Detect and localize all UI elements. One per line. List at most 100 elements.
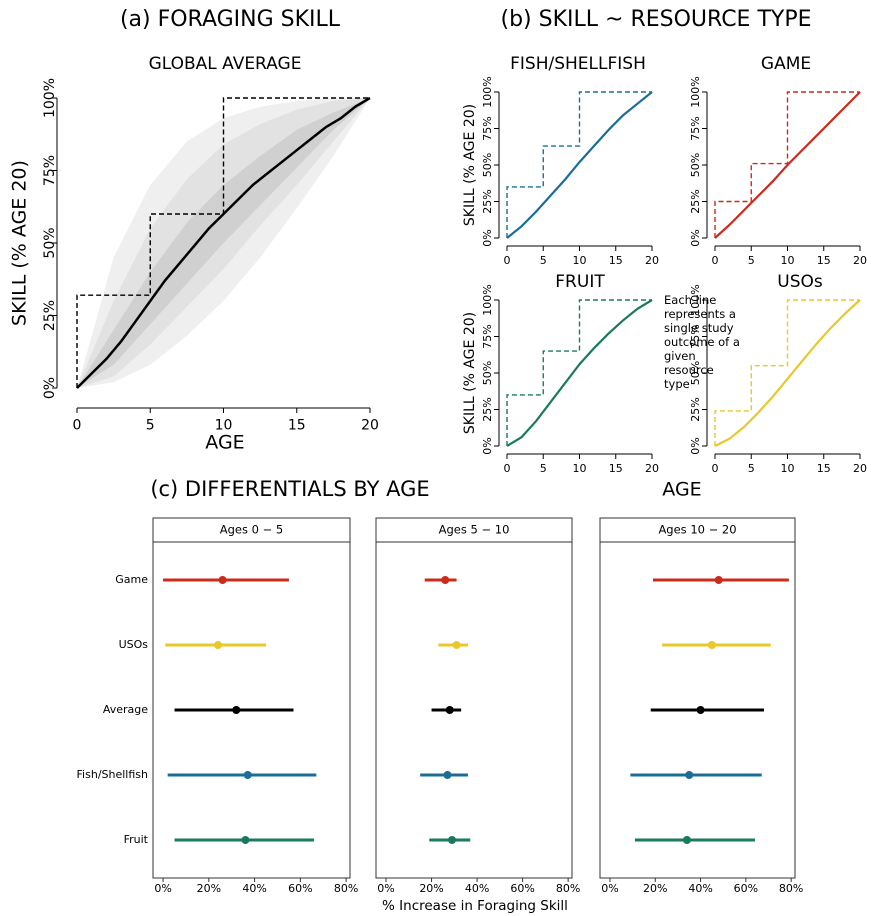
x-tick-label: 0% (154, 882, 171, 895)
x-tick-label: 15 (609, 462, 623, 475)
x-tick-label: 20% (419, 882, 443, 895)
x-tick-label: 20 (645, 462, 659, 475)
x-tick-label: 10 (781, 254, 795, 267)
y-tick-label: 0% (481, 229, 494, 246)
subtitle: GLOBAL AVERAGE (149, 54, 302, 74)
x-tick-label: 15 (817, 462, 831, 475)
y-tick-label: 25% (481, 397, 494, 421)
x-tick-label: 5 (540, 254, 547, 267)
point-estimate (708, 641, 716, 649)
chart-title: USOs (777, 272, 823, 292)
point-estimate (443, 771, 451, 779)
x-tick-label: 0 (712, 254, 719, 267)
x-tick-label: 5 (748, 254, 755, 267)
category-label: Average (103, 703, 148, 716)
chart-title: (a) FORAGING SKILL (120, 7, 341, 32)
chart-title: (c) DIFFERENTIALS BY AGE (150, 477, 429, 501)
x-tick-label: 10 (781, 462, 795, 475)
x-tick-label: 0 (504, 462, 511, 475)
category-label: Fruit (124, 833, 149, 846)
y-tick-label: 0% (481, 437, 494, 454)
x-tick-label: 20 (361, 418, 379, 434)
point-estimate (446, 706, 454, 714)
step-line (507, 92, 652, 238)
y-tick-label: 75% (481, 324, 494, 348)
x-tick-label: 40% (688, 882, 712, 895)
y-tick-label: 25% (481, 189, 494, 213)
x-axis-label: % Increase in Foraging Skill (382, 898, 568, 914)
point-estimate (244, 771, 252, 779)
x-tick-label: 80% (334, 882, 358, 895)
facet-title: Ages 10 − 20 (658, 523, 736, 537)
category-label: USOs (119, 638, 149, 651)
chart-title: FRUIT (555, 272, 605, 292)
x-tick-label: 20 (645, 254, 659, 267)
chart-title: FISH/SHELLFISH (510, 54, 646, 74)
x-tick-label: 20 (853, 462, 867, 475)
y-tick-label: 0% (689, 437, 702, 454)
x-tick-label: 20% (643, 882, 667, 895)
point-estimate (683, 836, 691, 844)
category-label: Fish/Shellfish (77, 768, 148, 781)
point-estimate (685, 771, 693, 779)
x-tick-label: 20% (197, 882, 221, 895)
point-estimate (219, 576, 227, 584)
y-axis-label: SKILL (% AGE 20) (462, 312, 478, 434)
y-tick-label: 0% (42, 377, 58, 399)
point-estimate (241, 836, 249, 844)
facet-title: Ages 5 − 10 (439, 523, 510, 537)
x-tick-label: 80% (779, 882, 803, 895)
chart-title: GAME (761, 54, 811, 74)
y-tick-label: 100% (481, 284, 494, 315)
point-estimate (448, 836, 456, 844)
point-estimate (232, 706, 240, 714)
page: {"chart_data": [ {"type": "line", "title… (0, 0, 888, 916)
x-tick-label: 5 (146, 418, 155, 434)
y-tick-label: 75% (481, 116, 494, 140)
panel-title: (b) SKILL ~ RESOURCE TYPE (501, 7, 812, 32)
y-axis-label: SKILL (% AGE 20) (462, 104, 478, 226)
x-tick-label: 0 (504, 254, 511, 267)
x-tick-label: 15 (609, 254, 623, 267)
x-tick-label: 0% (377, 882, 394, 895)
x-tick-label: 60% (734, 882, 758, 895)
facet-title: Ages 0 − 5 (220, 523, 283, 537)
step-line (507, 300, 652, 446)
facet-panel (376, 542, 572, 878)
annotation: Each line represents a single study outc… (664, 293, 742, 391)
x-tick-label: 40% (465, 882, 489, 895)
y-tick-label: 50% (481, 361, 494, 385)
x-tick-label: 10 (573, 462, 587, 475)
x-tick-label: 10 (573, 254, 587, 267)
x-tick-label: 40% (242, 882, 266, 895)
point-estimate (715, 576, 723, 584)
point-estimate (453, 641, 461, 649)
y-tick-label: 100% (481, 76, 494, 107)
y-axis-label: SKILL (% AGE 20) (9, 160, 31, 326)
x-tick-label: 15 (817, 254, 831, 267)
x-tick-label: 60% (288, 882, 312, 895)
y-tick-label: 50% (481, 153, 494, 177)
point-estimate (441, 576, 449, 584)
y-tick-label: 25% (689, 397, 702, 421)
category-label: Game (115, 573, 148, 586)
point-estimate (214, 641, 222, 649)
x-tick-label: 5 (540, 462, 547, 475)
x-axis-label: AGE (662, 479, 701, 501)
x-axis-label: AGE (205, 432, 244, 454)
y-tick-label: 0% (689, 229, 702, 246)
x-tick-label: 60% (510, 882, 534, 895)
figure: 0%25%50%75%100%05101520(a) FORAGING SKIL… (0, 0, 888, 916)
x-tick-label: 0 (712, 462, 719, 475)
x-tick-label: 20 (853, 254, 867, 267)
y-tick-label: 75% (689, 116, 702, 140)
y-tick-label: 50% (689, 153, 702, 177)
x-tick-label: 15 (288, 418, 306, 434)
x-tick-label: 5 (748, 462, 755, 475)
y-tick-label: 100% (689, 76, 702, 107)
y-tick-label: 100% (42, 78, 58, 118)
y-tick-label: 25% (689, 189, 702, 213)
x-tick-label: 80% (556, 882, 580, 895)
y-tick-label: 75% (42, 155, 58, 186)
y-tick-label: 25% (42, 300, 58, 331)
